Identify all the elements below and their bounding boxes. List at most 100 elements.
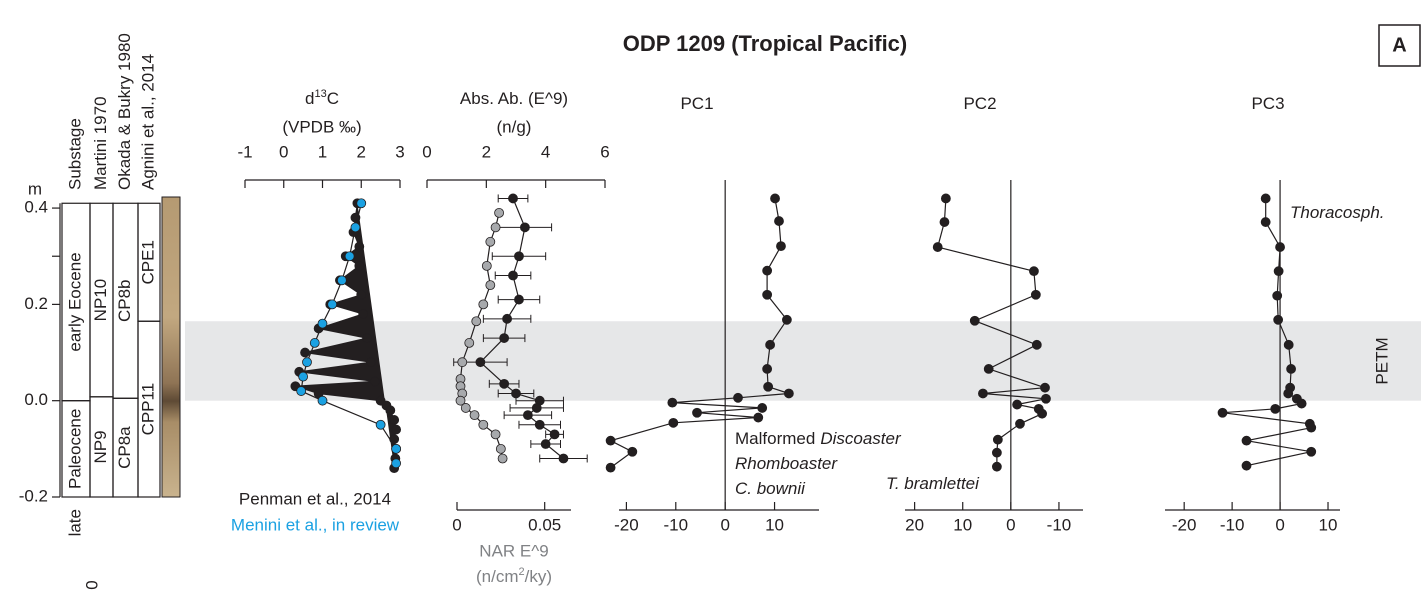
data-point xyxy=(455,395,466,406)
data-point xyxy=(336,275,347,286)
data-point xyxy=(508,270,518,281)
x-tick-label: -10 xyxy=(1047,515,1072,534)
x-tick-label: 0 xyxy=(1275,515,1284,534)
column-header: Okada & Bukry 1980 xyxy=(115,33,134,190)
data-point xyxy=(366,357,376,368)
x-tick-label: 0 xyxy=(1006,515,1015,534)
annotation-part: Malformed xyxy=(735,429,815,448)
x-tick-label: -10 xyxy=(664,515,689,534)
x-tick-label: 0 xyxy=(720,515,729,534)
data-point xyxy=(605,462,616,473)
data-point xyxy=(1275,242,1285,252)
data-point xyxy=(302,357,312,368)
data-point xyxy=(558,453,569,464)
data-point xyxy=(475,357,486,368)
data-point xyxy=(490,429,501,440)
data-point xyxy=(385,405,396,416)
depth-tick-label: 0.4 xyxy=(24,198,48,217)
label: (n/cm2/ky) xyxy=(476,566,552,587)
data-point xyxy=(932,242,943,252)
annotation: C. bownii xyxy=(735,479,806,498)
data-point xyxy=(1015,418,1025,429)
unit-label: CP8a xyxy=(115,426,134,469)
data-point xyxy=(485,236,496,247)
data-point xyxy=(549,429,560,440)
data-point xyxy=(1260,217,1271,227)
x-tick-label: 4 xyxy=(541,142,550,161)
legend-entry: Menini et al., in review xyxy=(231,515,400,534)
core-image xyxy=(161,196,181,498)
unit-label: NP9 xyxy=(91,430,110,463)
data-point xyxy=(540,439,551,449)
data-point xyxy=(317,395,328,406)
data-point xyxy=(1306,446,1317,457)
stray-label: 0 xyxy=(82,580,101,589)
data-point xyxy=(389,415,400,425)
data-point xyxy=(296,386,307,396)
data-point xyxy=(983,364,994,374)
data-point xyxy=(770,193,780,204)
band-label: PETM xyxy=(1372,337,1391,384)
data-point xyxy=(389,434,400,445)
data-point xyxy=(1296,398,1307,409)
petm-band xyxy=(185,321,1421,401)
data-point xyxy=(490,222,501,233)
data-point xyxy=(499,378,510,389)
data-point xyxy=(1037,408,1048,419)
data-point xyxy=(1031,339,1042,350)
subtitle: (VPDB ‰) xyxy=(282,117,361,136)
unit-label: CP8b xyxy=(115,280,134,323)
data-point xyxy=(765,339,776,350)
data-point xyxy=(317,318,328,329)
legend-entry: Penman et al., 2014 xyxy=(239,489,391,508)
data-point xyxy=(362,333,372,343)
data-point xyxy=(499,333,510,343)
annotation-part: C. bownii xyxy=(735,479,806,498)
data-point xyxy=(753,412,764,423)
label: PC2 xyxy=(963,94,996,113)
data-point xyxy=(457,357,468,368)
data-point xyxy=(369,376,380,387)
data-point xyxy=(774,216,784,226)
x-tick-label: 20 xyxy=(905,515,924,534)
data-point xyxy=(991,447,1002,458)
data-point xyxy=(514,294,524,305)
x-tick-label: 10 xyxy=(765,515,784,534)
data-point xyxy=(1272,290,1283,301)
data-point xyxy=(497,453,508,464)
data-point xyxy=(356,198,367,209)
label-part: 2 xyxy=(518,566,524,578)
data-point xyxy=(460,403,471,413)
data-point xyxy=(464,338,475,348)
data-point xyxy=(350,222,361,233)
data-point xyxy=(502,313,513,324)
panel-box xyxy=(1378,24,1421,67)
data-point xyxy=(1273,314,1284,325)
data-point xyxy=(534,419,545,430)
data-point xyxy=(783,388,794,399)
label-part: 13 xyxy=(314,88,326,100)
depth-tick-label: 0.0 xyxy=(24,390,48,409)
label: PC3 xyxy=(1251,94,1284,113)
column-header: Martini 1970 xyxy=(91,96,110,190)
x-tick-label: 1 xyxy=(318,142,327,161)
strat-unit xyxy=(137,320,161,498)
data-point xyxy=(327,299,338,310)
data-point xyxy=(520,222,530,233)
data-point xyxy=(300,347,310,358)
data-point xyxy=(298,371,309,382)
label-part: Abs. Ab. (E^9) xyxy=(460,89,568,108)
x-tick-label: 3 xyxy=(395,142,404,161)
x-tick-label: 0 xyxy=(279,142,288,161)
data-point xyxy=(1283,388,1294,399)
data-point xyxy=(782,314,792,325)
label: Abs. Ab. (E^9) xyxy=(460,89,568,108)
data-point xyxy=(939,217,950,227)
data-point xyxy=(469,410,480,421)
data-point xyxy=(969,315,980,326)
data-point xyxy=(309,338,320,348)
data-point xyxy=(1283,339,1294,350)
data-point xyxy=(1273,266,1284,277)
unit-label: CPE1 xyxy=(138,240,157,284)
